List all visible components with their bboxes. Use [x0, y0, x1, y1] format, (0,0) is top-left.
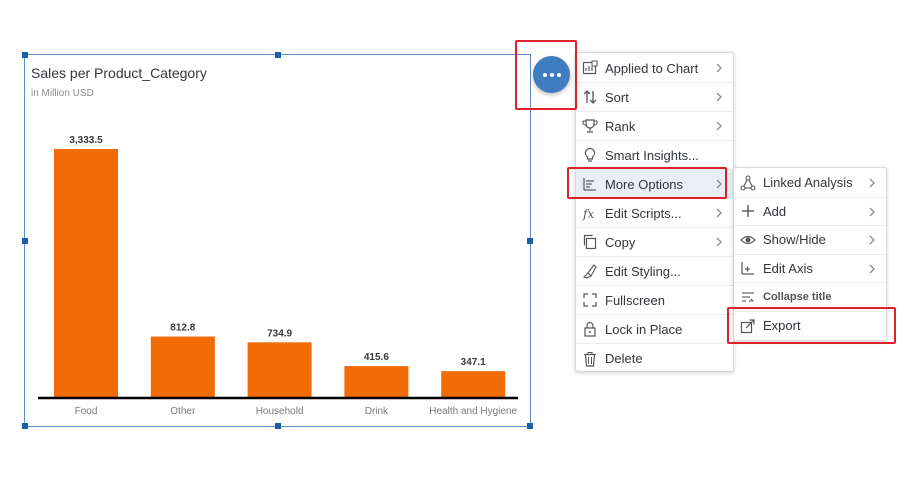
chart-data-label: 734.9	[267, 328, 292, 339]
menu-item-label: Fullscreen	[605, 292, 665, 308]
chart-data-label: 3,333.5	[69, 135, 103, 146]
submenu-item-label: Collapse title	[763, 290, 832, 303]
annotation-box-more-button	[515, 40, 577, 110]
chevron-right-icon	[716, 237, 722, 247]
chart-category-label: Food	[75, 406, 98, 417]
menu-item-label: More Options	[605, 176, 684, 192]
menu-item-fullscreen[interactable]: Fullscreen	[576, 286, 733, 315]
chevron-right-icon	[716, 208, 722, 218]
chevron-right-icon	[869, 178, 875, 188]
chevron-right-icon	[716, 179, 722, 189]
chevron-right-icon	[716, 92, 722, 102]
more-actions-button[interactable]	[533, 56, 570, 93]
menu-item-label: Sort	[605, 89, 629, 105]
submenu-item-collapse-title[interactable]: Collapse title	[734, 283, 886, 312]
menu-item-label: Applied to Chart	[605, 60, 699, 76]
lock-icon	[582, 321, 598, 337]
plus-icon	[740, 203, 756, 219]
menu-item-sort[interactable]: Sort	[576, 83, 733, 112]
trophy-icon	[582, 118, 598, 134]
submenu-item-label: Edit Axis	[763, 260, 813, 276]
context-menu: Applied to Chart Sort Rank Smart Insights..…	[575, 52, 734, 372]
menu-item-applied-to-chart[interactable]: Applied to Chart	[576, 54, 733, 83]
more-options-submenu: Linked Analysis Add Show/Hide Edit Axis Coll…	[733, 167, 887, 341]
chart-category-label: Household	[256, 406, 304, 417]
menu-item-label: Delete	[605, 351, 643, 366]
trash-icon	[582, 351, 598, 367]
chart-category-label: Health and Hygiene	[429, 406, 517, 417]
lightbulb-icon	[582, 147, 598, 163]
more-dots-icon	[542, 72, 561, 77]
collapse-title-icon	[740, 289, 756, 305]
svg-text:fx: fx	[582, 207, 594, 221]
chevron-right-icon	[869, 207, 875, 216]
chart-bar[interactable]	[150, 336, 215, 397]
chart-bar[interactable]	[441, 371, 506, 397]
resize-handle-top[interactable]	[275, 52, 281, 58]
chevron-right-icon	[869, 264, 875, 273]
menu-item-lock-in-place[interactable]: Lock in Place	[576, 315, 733, 344]
copy-icon	[582, 234, 598, 250]
resize-handle-bottom-right[interactable]	[527, 423, 533, 429]
fx-icon: fx	[582, 205, 598, 221]
resize-handle-bottom-left[interactable]	[22, 423, 28, 429]
menu-item-label: Lock in Place	[605, 321, 683, 337]
chart-bar[interactable]	[247, 342, 312, 397]
chevron-right-icon	[869, 235, 875, 245]
submenu-item-add[interactable]: Add	[734, 198, 886, 226]
submenu-item-label: Linked Analysis	[763, 175, 853, 191]
submenu-item-export[interactable]: Export	[734, 312, 886, 341]
linked-analysis-icon	[740, 175, 756, 191]
chart-category-label: Drink	[365, 406, 389, 417]
menu-item-label: Copy	[605, 234, 636, 250]
menu-item-label: Edit Scripts...	[605, 205, 682, 221]
more-options-icon	[582, 176, 598, 192]
annotation-box-export	[727, 307, 896, 344]
chart-widget[interactable]: Sales per Product_Category in Million US…	[22, 52, 533, 429]
menu-item-smart-insights[interactable]: Smart Insights...	[576, 141, 733, 170]
chevron-right-icon	[716, 63, 722, 73]
menu-item-edit-scripts[interactable]: fx Edit Scripts...	[576, 199, 733, 228]
bar-chart: 3,333.5 Food 812.8 Other 734.9 Household 415.6…	[38, 135, 518, 417]
menu-item-label: Rank	[605, 118, 636, 134]
chart-bar[interactable]	[54, 149, 118, 397]
menu-item-rank[interactable]: Rank	[576, 112, 733, 141]
chevron-right-icon	[716, 121, 722, 131]
chart-data-label: 347.1	[461, 357, 486, 368]
axis-icon	[740, 260, 756, 276]
menu-item-label: Smart Insights...	[605, 147, 699, 163]
submenu-item-linked-analysis[interactable]: Linked Analysis	[734, 169, 886, 198]
chart-data-label: 812.8	[170, 323, 195, 334]
chart-subtitle: in Million USD	[31, 88, 94, 99]
chart-data-label: 415.6	[364, 352, 389, 363]
annotation-box-more-options	[567, 167, 727, 199]
eye-icon	[740, 232, 756, 248]
submenu-item-label: Add	[763, 203, 787, 219]
submenu-item-show-hide[interactable]: Show/Hide	[734, 226, 886, 255]
menu-item-edit-styling[interactable]: Edit Styling...	[576, 257, 733, 286]
chart-bar[interactable]	[344, 366, 409, 397]
fullscreen-icon	[582, 292, 598, 308]
resize-handle-top-left[interactable]	[22, 52, 28, 58]
menu-item-copy[interactable]: Copy	[576, 228, 733, 257]
resize-handle-bottom[interactable]	[275, 423, 281, 429]
menu-item-label: Edit Styling...	[605, 263, 681, 279]
menu-item-delete[interactable]: Delete	[576, 344, 733, 373]
resize-handle-right[interactable]	[527, 238, 533, 244]
submenu-item-edit-axis[interactable]: Edit Axis	[734, 255, 886, 283]
submenu-item-label: Export	[763, 318, 801, 334]
export-icon	[740, 318, 756, 334]
resize-handle-left[interactable]	[22, 238, 28, 244]
chart-filter-icon	[582, 60, 598, 76]
paint-icon	[582, 263, 598, 279]
chart-title: Sales per Product_Category	[31, 65, 207, 81]
submenu-item-label: Show/Hide	[763, 232, 826, 248]
chart-category-label: Other	[170, 406, 196, 417]
sort-icon	[582, 89, 598, 105]
